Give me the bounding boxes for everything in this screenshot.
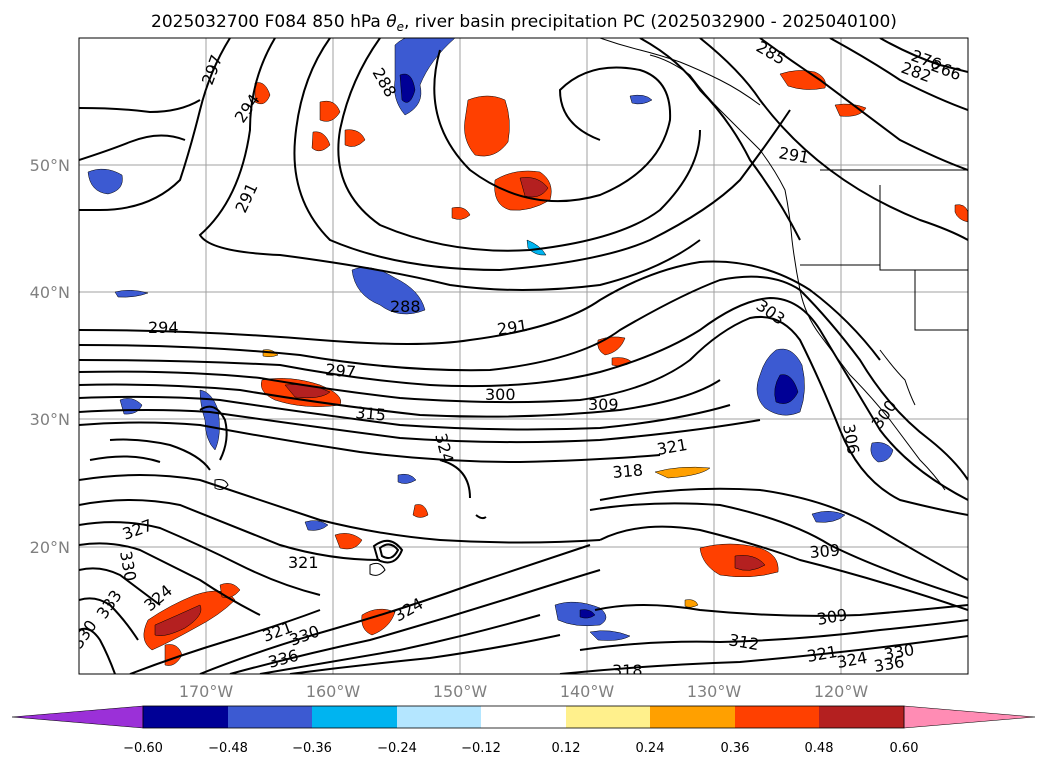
colorbar-segment — [650, 706, 735, 728]
colorbar-segment — [566, 706, 650, 728]
colorbar-tick-label: −0.12 — [461, 741, 501, 756]
longitude-labels: 170°W 160°W 150°W 140°W 130°W 120°W — [179, 682, 869, 701]
colorbar-ticks: −0.60 −0.48 −0.36 −0.24 −0.12 0.12 0.24 … — [123, 741, 918, 756]
colorbar-segment — [397, 706, 481, 728]
colorbar-segment — [819, 706, 904, 728]
lon-label: 130°W — [687, 682, 742, 701]
contour-label: 309 — [588, 395, 619, 414]
contour-label: 318 — [612, 460, 644, 482]
map-title: 2025032700 F084 850 hPa θe, river basin … — [151, 12, 897, 34]
colorbar: −0.60 −0.48 −0.36 −0.24 −0.12 0.12 0.24 … — [11, 705, 1036, 756]
colorbar-tick-label: −0.60 — [123, 741, 163, 756]
colorbar-segment — [143, 706, 228, 728]
colorbar-tick-label: −0.24 — [377, 741, 417, 756]
contour-label: 309 — [809, 540, 841, 562]
colorbar-frame — [142, 705, 905, 729]
colorbar-segment — [312, 706, 397, 728]
contour-label: 318 — [612, 661, 643, 680]
contour-label: 291 — [496, 316, 529, 339]
plot-frame — [78, 37, 969, 675]
lon-label: 140°W — [560, 682, 615, 701]
lat-label: 40°N — [30, 283, 70, 302]
coastlines — [214, 38, 968, 576]
colorbar-tick-label: 0.48 — [805, 741, 834, 756]
contour-label: 300 — [485, 385, 516, 404]
lon-label: 120°W — [814, 682, 869, 701]
lon-label: 160°W — [306, 682, 361, 701]
colorbar-segment — [735, 706, 819, 728]
contour-label: 294 — [148, 318, 179, 337]
lat-label: 20°N — [30, 538, 70, 557]
lon-label: 150°W — [433, 682, 488, 701]
lon-label: 170°W — [179, 682, 234, 701]
contour-label: 297 — [325, 360, 357, 382]
colorbar-segment — [481, 706, 566, 728]
contour-label: 336 — [872, 652, 905, 676]
colorbar-tick-label: 0.36 — [721, 741, 750, 756]
colorbar-tick-label: −0.48 — [208, 741, 248, 756]
contour-label: 315 — [355, 403, 387, 425]
colorbar-tick-label: 0.60 — [890, 741, 919, 756]
contour-labels: 297 294 291 288 285 282 276 266 291 288 … — [79, 38, 964, 680]
lat-label: 50°N — [30, 156, 70, 175]
colorbar-tick-label: −0.36 — [292, 741, 332, 756]
plot-area: 297 294 291 288 285 282 276 266 291 288 … — [79, 38, 968, 680]
colorbar-tick-label: 0.24 — [636, 741, 665, 756]
colorbar-extend-max — [903, 705, 1036, 729]
colorbar-tick-label: 0.12 — [552, 741, 581, 756]
colorbar-extend-min — [11, 705, 144, 729]
colorbar-segment — [228, 706, 312, 728]
latitude-labels: 50°N 40°N 30°N 20°N — [30, 156, 70, 557]
contour-label: 321 — [288, 553, 319, 572]
contour-label: 288 — [390, 297, 421, 316]
graticule — [79, 38, 968, 674]
lat-label: 30°N — [30, 410, 70, 429]
precip-shading — [87, 38, 968, 666]
